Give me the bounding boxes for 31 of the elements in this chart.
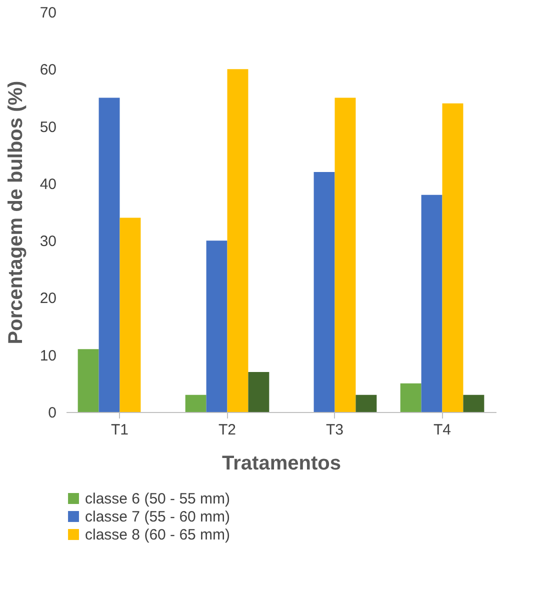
bar [314,172,335,412]
bar [421,194,442,412]
bar [98,98,120,412]
bar [248,372,270,412]
bar [120,218,141,412]
x-tick-label: T4 [433,422,452,438]
bar [78,349,99,412]
y-axis-title: Porcentagem de bulbos (%) [4,80,27,344]
bar [442,103,464,412]
bar [227,69,248,412]
x-tick-label: T1 [110,422,129,438]
legend-label: classe 6 (50 - 55 mm) [85,490,230,508]
y-tick-label: 40 [40,176,56,193]
y-tick-label: 50 [40,118,56,136]
y-tick-label: 70 [40,4,56,22]
x-tick-label: T2 [218,422,236,438]
y-tick-label: 60 [40,62,56,79]
y-tick-label: 30 [40,233,56,250]
legend-label: classe 7 (55 - 60 mm) [85,508,230,526]
x-tick-label: T3 [326,422,344,438]
x-axis-title: Tratamentos [222,452,341,474]
bar [334,98,356,412]
y-tick-label: 10 [40,347,56,364]
bar [400,383,422,412]
bar [206,240,228,412]
bar [463,394,484,412]
bar [185,394,206,412]
legend-label: classe 8 (60 - 65 mm) [85,526,230,544]
bar [356,394,377,412]
y-tick-label: 20 [40,290,56,308]
y-tick-label: 0 [48,404,56,422]
